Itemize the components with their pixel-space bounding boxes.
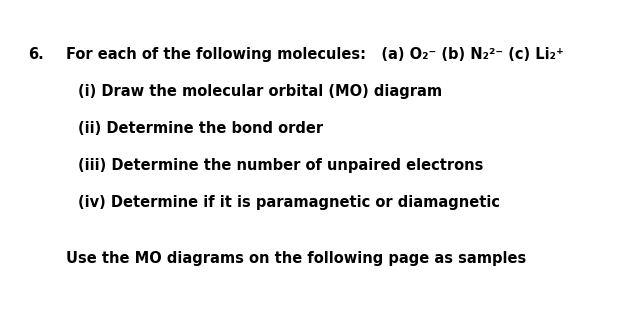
Text: (ii) Determine the bond order: (ii) Determine the bond order — [78, 121, 323, 136]
Text: (iv) Determine if it is paramagnetic or diamagnetic: (iv) Determine if it is paramagnetic or … — [78, 195, 501, 210]
Text: 6.: 6. — [28, 47, 44, 62]
Text: Use the MO diagrams on the following page as samples: Use the MO diagrams on the following pag… — [66, 251, 526, 266]
Text: (iii) Determine the number of unpaired electrons: (iii) Determine the number of unpaired e… — [78, 158, 484, 173]
Text: For each of the following molecules:   (a) O₂⁻ (b) N₂²⁻ (c) Li₂⁺: For each of the following molecules: (a)… — [66, 47, 564, 62]
Text: (i) Draw the molecular orbital (MO) diagram: (i) Draw the molecular orbital (MO) diag… — [78, 84, 443, 99]
